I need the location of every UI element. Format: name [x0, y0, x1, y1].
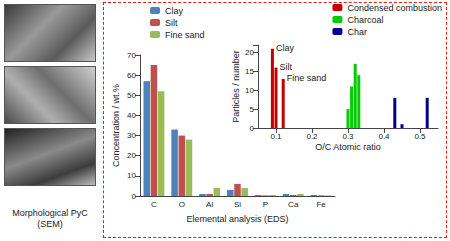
svg-text:Ca: Ca: [288, 200, 299, 209]
svg-text:0: 0: [132, 192, 137, 201]
svg-text:Al: Al: [206, 200, 213, 209]
svg-text:10: 10: [127, 171, 136, 180]
html-text:Morphological PyC (SEM): Morphological PyC (SEM): [12, 208, 88, 229]
svg-text:70: 70: [127, 51, 136, 60]
svg-text:Clay: Clay: [165, 6, 184, 16]
svg-text:0.4: 0.4: [378, 132, 390, 141]
svg-text:Fine sand: Fine sand: [287, 73, 327, 83]
svg-text:0.5: 0.5: [414, 132, 426, 141]
svg-text:Particles / number: Particles / number: [231, 50, 241, 123]
svg-text:20: 20: [245, 48, 254, 57]
svg-text:Fine sand: Fine sand: [165, 30, 205, 40]
svg-text:Silt: Silt: [165, 18, 178, 28]
svg-text:Condensed combustion: Condensed combustion: [347, 3, 442, 13]
svg-text:Concentration / wt.%: Concentration / wt.%: [111, 84, 121, 167]
svg-text:0.2: 0.2: [306, 132, 318, 141]
svg-text:Clay: Clay: [276, 43, 295, 53]
svg-text:Fe: Fe: [316, 200, 326, 209]
svg-text:O: O: [179, 200, 185, 209]
svg-text:0.1: 0.1: [270, 132, 282, 141]
svg-text:50: 50: [127, 91, 136, 100]
svg-text:20: 20: [127, 151, 136, 160]
svg-text:0.3: 0.3: [342, 132, 354, 141]
svg-text:P: P: [263, 200, 268, 209]
svg-text:O/C Atomic ratio: O/C Atomic ratio: [315, 142, 381, 152]
svg-text:Charcoal: Charcoal: [347, 15, 383, 25]
svg-text:0: 0: [250, 124, 255, 133]
svg-text:10: 10: [245, 86, 254, 95]
svg-text:30: 30: [127, 131, 136, 140]
svg-text:Elemental analysis (EDS): Elemental analysis (EDS): [186, 214, 288, 224]
svg-text:Silt: Silt: [280, 62, 293, 72]
svg-text:60: 60: [127, 71, 136, 80]
svg-text:C: C: [151, 200, 157, 209]
svg-text:5: 5: [250, 105, 255, 114]
svg-text:15: 15: [245, 67, 254, 76]
svg-text:Si: Si: [234, 200, 241, 209]
svg-text:Char: Char: [347, 27, 367, 37]
svg-text:40: 40: [127, 111, 136, 120]
